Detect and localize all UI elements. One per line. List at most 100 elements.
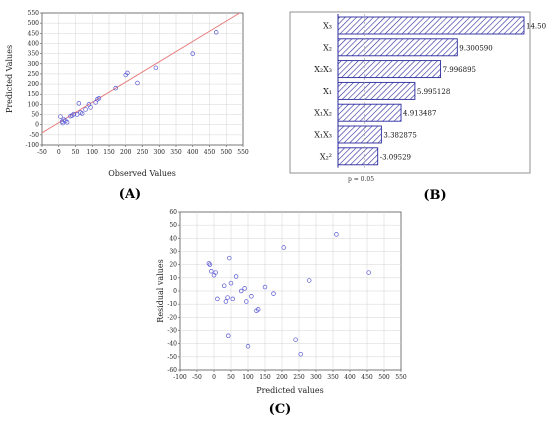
panel-a-ytick-label: 100 bbox=[28, 101, 40, 108]
panel-c-data-point bbox=[223, 299, 229, 304]
panel-c-data-point bbox=[271, 291, 276, 296]
panel-b-bar bbox=[337, 38, 458, 57]
panel-b-value-label: 9.300590 bbox=[459, 44, 492, 52]
panel-c-data-point bbox=[293, 337, 298, 342]
panel-c-xtick-label: 300 bbox=[310, 374, 322, 381]
panel-b-value-label: -3.09529 bbox=[380, 153, 411, 161]
panel-c-xtick-label: 50 bbox=[227, 374, 235, 381]
panel-a-xtick-label: 50 bbox=[72, 149, 80, 156]
panel-a-data-point bbox=[71, 111, 77, 117]
panel-c-data-point bbox=[242, 286, 247, 291]
panel-a-data-point bbox=[113, 85, 118, 91]
panel-c-data-point bbox=[238, 288, 244, 294]
panel-c-data-point bbox=[244, 299, 249, 304]
panel-c-data-point bbox=[215, 296, 220, 302]
panel-a-xtick-label: 200 bbox=[120, 149, 132, 156]
panel-c-ytick-label: 60 bbox=[169, 209, 177, 216]
panel-c-ytick-label: 0 bbox=[173, 288, 177, 295]
panel-c-data-point bbox=[366, 270, 371, 275]
panel-a-xtick-label: 550 bbox=[237, 149, 249, 156]
panel-b-bar bbox=[337, 81, 416, 100]
panel-c-data-point bbox=[228, 280, 234, 286]
panel-c-data-point bbox=[207, 262, 213, 267]
panel-c-xtick-label: 200 bbox=[276, 374, 288, 381]
panel-b-category-label: X₂ bbox=[323, 43, 332, 52]
panel-a-data-point bbox=[88, 105, 93, 110]
panel-a-ytick-label: 0 bbox=[35, 122, 39, 129]
panel-a-data-point bbox=[125, 70, 130, 76]
panel-a-ytick-label: 200 bbox=[28, 81, 40, 88]
panel-c-data-point bbox=[225, 295, 230, 300]
panel-a-xtick-label: 350 bbox=[170, 149, 182, 156]
panel-c-xtick-label: -100 bbox=[173, 374, 187, 381]
panel-a-ytick-label: 400 bbox=[28, 40, 40, 47]
panel-c-data-point bbox=[262, 284, 268, 290]
panel-c-ytick-label: 10 bbox=[169, 275, 177, 282]
panel-c-ylabel: Residual values bbox=[156, 259, 165, 322]
panel-c-ytick-label: 30 bbox=[169, 249, 177, 256]
panel-a-ytick-label: -50 bbox=[29, 132, 39, 139]
panel-b-bar bbox=[337, 103, 402, 122]
panel-a-data-point bbox=[64, 120, 70, 125]
panel-c-xtick-label: 550 bbox=[395, 374, 407, 381]
panel-c-ytick-label: -30 bbox=[167, 328, 177, 335]
panel-a-scatter-chart: Observed Values Predicted Values (A) -50… bbox=[5, 10, 249, 202]
panel-c-data-point bbox=[334, 232, 339, 237]
panel-a-data-point bbox=[153, 65, 159, 71]
panel-a-ytick-label: -100 bbox=[26, 142, 40, 149]
panel-a-label: (A) bbox=[119, 187, 141, 202]
panel-b-value-label: 3.382875 bbox=[383, 132, 416, 140]
panel-c-ytick-label: 20 bbox=[169, 262, 177, 269]
panel-a-data-point bbox=[135, 80, 140, 86]
panel-b-category-label: X₁X₂ bbox=[314, 109, 332, 118]
panel-a-grid bbox=[42, 13, 243, 145]
panel-a-data-point bbox=[83, 107, 88, 112]
panel-c-xtick-label: 0 bbox=[212, 374, 216, 381]
panel-a-xtick-label: -50 bbox=[37, 149, 47, 156]
panel-c-data-point bbox=[227, 255, 232, 261]
panel-c-ytick-label: -50 bbox=[167, 354, 177, 361]
panel-a-data-point bbox=[76, 101, 82, 106]
panel-a-xtick-label: 450 bbox=[204, 149, 216, 156]
panel-c-xtick-label: 400 bbox=[344, 374, 356, 381]
panel-b-bar bbox=[337, 16, 525, 35]
panel-c-ytick-label: 40 bbox=[169, 235, 177, 242]
panel-c-data-point bbox=[249, 294, 254, 299]
panel-a-data-point bbox=[213, 30, 219, 35]
panel-b-category-label: X₁X₃ bbox=[314, 131, 332, 140]
panel-a-ytick-label: 50 bbox=[31, 112, 39, 119]
panel-c-data-point bbox=[213, 270, 218, 275]
panel-c-data-point bbox=[230, 296, 235, 302]
panel-a-data-point bbox=[96, 96, 102, 101]
panel-c-data-point bbox=[209, 269, 214, 274]
panel-a-data-point bbox=[79, 111, 85, 116]
panel-c-data-point bbox=[233, 274, 239, 279]
panel-a-xtick-label: 100 bbox=[87, 149, 99, 156]
panel-c-data-point bbox=[306, 278, 312, 283]
panel-c-xlabel: Predicted values bbox=[256, 386, 324, 395]
panel-c-scatter-chart: Predicted values Residual values (C) -10… bbox=[156, 209, 407, 417]
panel-c-xtick-label: 150 bbox=[259, 374, 271, 381]
panel-b-value-label: 7.996895 bbox=[443, 66, 476, 74]
panel-c-xtick-label: 500 bbox=[378, 374, 390, 381]
panel-b-category-label: X₂² bbox=[320, 152, 332, 161]
panel-c-data-point bbox=[281, 245, 286, 250]
panel-b-category-label: X₃ bbox=[323, 22, 332, 31]
panel-a-xtick-label: 300 bbox=[154, 149, 166, 156]
panel-c-grid bbox=[180, 212, 401, 370]
panel-c-data-point bbox=[226, 333, 231, 339]
panel-a-data-point bbox=[190, 51, 196, 56]
panel-c-xtick-label: 450 bbox=[361, 374, 373, 381]
panel-c-data-point bbox=[298, 351, 303, 357]
panel-b-bar bbox=[337, 125, 382, 144]
panel-b-bar-chart: p = 0.05 (B) X₃ 14.50 X₂ 9.300590 X₂X₃ 7.9968… bbox=[289, 11, 546, 203]
panel-c-xtick-label: 350 bbox=[327, 374, 339, 381]
panel-a-xlabel: Observed Values bbox=[108, 169, 176, 178]
panel-a-xtick-label: 400 bbox=[187, 149, 199, 156]
panel-c-data-point bbox=[221, 283, 227, 288]
panel-b-annotation: p = 0.05 bbox=[348, 176, 374, 183]
panel-c-ytick-label: 50 bbox=[169, 222, 177, 229]
panel-c-ytick-label: -60 bbox=[167, 367, 177, 374]
panel-c-data-point bbox=[255, 307, 261, 312]
